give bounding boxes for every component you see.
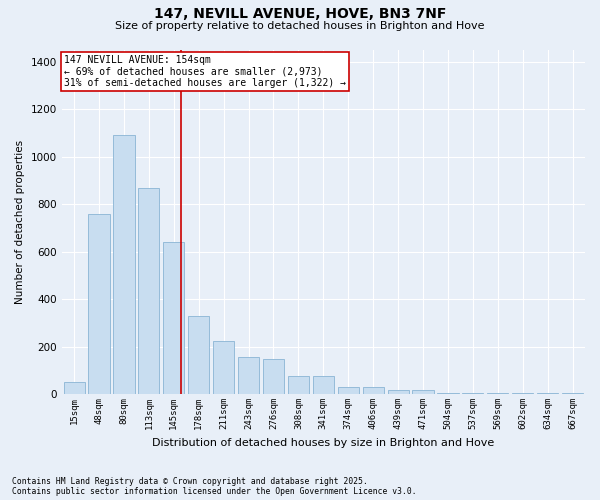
Bar (338, 387, 359, 394)
Bar (238, 358, 259, 394)
Y-axis label: Number of detached properties: Number of detached properties (15, 140, 25, 304)
Text: Contains HM Land Registry data © Crown copyright and database right 2025.
Contai: Contains HM Land Registry data © Crown c… (12, 476, 416, 496)
Bar (64, 382, 85, 394)
Text: 147, NEVILL AVENUE, HOVE, BN3 7NF: 147, NEVILL AVENUE, HOVE, BN3 7NF (154, 8, 446, 22)
Bar (113, 136, 134, 394)
Text: 147 NEVILL AVENUE: 154sqm
← 69% of detached houses are smaller (2,973)
31% of se: 147 NEVILL AVENUE: 154sqm ← 69% of detac… (64, 55, 346, 88)
Bar (362, 387, 384, 394)
Bar (88, 214, 110, 394)
Bar (537, 393, 558, 394)
Bar (412, 390, 434, 394)
X-axis label: Distribution of detached houses by size in Brighton and Hove: Distribution of detached houses by size … (152, 438, 494, 448)
Bar (437, 392, 458, 394)
Bar (388, 390, 409, 394)
Bar (288, 376, 309, 394)
Text: Size of property relative to detached houses in Brighton and Hove: Size of property relative to detached ho… (115, 21, 485, 31)
Bar (487, 393, 508, 394)
Bar (188, 316, 209, 394)
Bar (313, 376, 334, 394)
Bar (562, 393, 583, 394)
Bar (462, 392, 484, 394)
Bar (263, 358, 284, 394)
Bar (213, 340, 234, 394)
Bar (138, 188, 160, 394)
Bar (163, 242, 184, 394)
Bar (512, 393, 533, 394)
